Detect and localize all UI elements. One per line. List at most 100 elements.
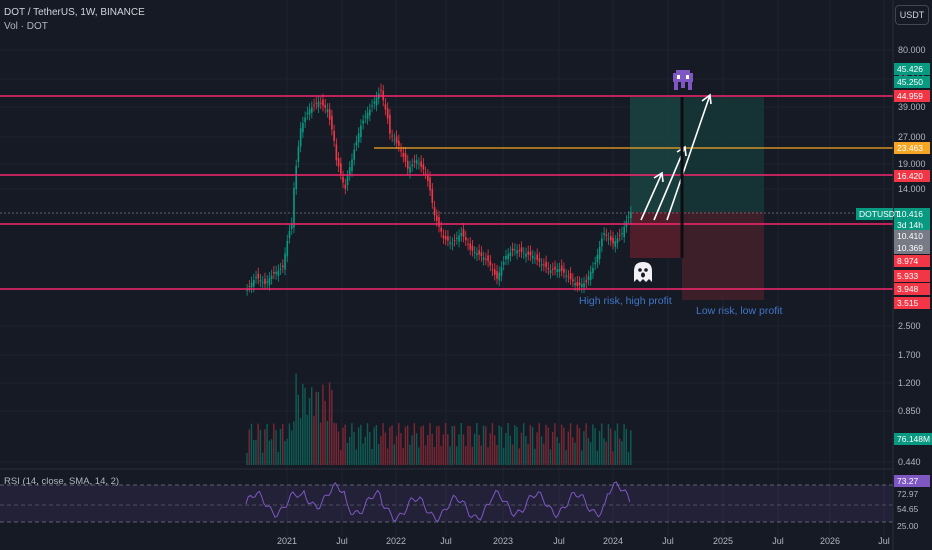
volume-bar: [264, 429, 266, 465]
volume-bar: [543, 443, 545, 465]
candle-body: [543, 264, 545, 266]
candle-body: [302, 122, 304, 133]
price-tick-label: 80.000: [898, 45, 926, 55]
support-resistance-lines[interactable]: [0, 95, 893, 290]
price-tick-label: 2.500: [898, 321, 921, 331]
candle-body: [630, 212, 632, 219]
price-tag: 3.515: [894, 297, 930, 309]
volume-bar: [440, 445, 442, 465]
volume-bar: [424, 445, 427, 465]
volume-bar: [598, 430, 601, 465]
volume-bar: [478, 434, 480, 465]
price-tick-label: 27.000: [898, 132, 926, 142]
price-tag: 45.250: [894, 76, 930, 88]
volume-bar: [409, 444, 411, 465]
candle-body: [306, 112, 309, 114]
rsi-lower-tag: 54.65: [897, 504, 919, 514]
time-tick-label: 2025: [713, 536, 733, 546]
volume-bar: [391, 425, 393, 465]
volume-bar: [596, 450, 599, 465]
candle-body: [560, 265, 563, 271]
candle-body: [431, 189, 434, 203]
candle-body: [576, 282, 579, 287]
candle-body: [284, 253, 286, 270]
currency-button[interactable]: USDT: [895, 5, 929, 25]
candle-body: [348, 167, 351, 176]
volume-bar: [252, 440, 255, 465]
volume-bar: [625, 428, 628, 465]
candle-body: [433, 207, 436, 216]
volume-bar: [360, 424, 362, 465]
candle-body: [505, 255, 507, 260]
candle-body: [351, 159, 353, 172]
candle-body: [429, 177, 431, 191]
volume-bar: [250, 423, 253, 465]
candle-body: [277, 270, 280, 276]
time-tick-label: Jul: [662, 536, 674, 546]
rsi-line: [245, 481, 631, 523]
time-tick-label: Jul: [336, 536, 348, 546]
volume-bar: [404, 426, 407, 465]
candle-body: [569, 273, 572, 280]
volume-bar: [567, 431, 570, 465]
volume-bar: [406, 425, 409, 465]
rsi-label[interactable]: RSI (14, close, SMA, 14, 2): [4, 476, 120, 487]
candle-body: [447, 236, 449, 241]
volume-bar: [587, 437, 590, 465]
volume-bar: [284, 441, 286, 465]
volume-bar: [464, 446, 467, 465]
candle-body: [522, 253, 525, 255]
volume-bar: [433, 446, 436, 465]
volume-bar: [311, 387, 313, 465]
candle-body: [380, 89, 382, 91]
volume-bar: [480, 445, 483, 465]
time-tick-label: 2023: [493, 536, 513, 546]
volume-bar: [248, 429, 250, 465]
time-axis[interactable]: 2021 Jul 2022 Jul 2023 Jul 2024 Jul 2025 Jul 2026 J…: [277, 536, 890, 546]
candle-body: [621, 233, 623, 235]
volume-bar: [522, 423, 525, 465]
volume-bar: [266, 423, 268, 465]
volume-label[interactable]: Vol · DOT: [4, 21, 48, 32]
volume-bar: [364, 436, 366, 465]
rsi-bottom-tag: 25.00: [897, 521, 919, 531]
volume-bar: [549, 449, 552, 465]
candle-body: [558, 268, 561, 272]
volume-bar: [351, 423, 353, 465]
candle-body: [460, 233, 463, 237]
candle-body: [525, 253, 527, 257]
candle-body: [404, 153, 407, 162]
volume-bar: [456, 446, 458, 465]
candle-body: [398, 140, 400, 146]
volume-bar: [427, 435, 429, 465]
annotation-high-risk: High risk, high profit: [579, 295, 672, 307]
price-tag: 44.959: [894, 90, 930, 102]
volume-bar: [277, 451, 279, 465]
candle-body: [406, 161, 409, 169]
candle-body: [319, 103, 322, 105]
candle-body: [509, 252, 512, 256]
candle-body: [623, 226, 626, 238]
volume-bar: [418, 447, 420, 465]
volume-bar: [453, 425, 456, 465]
candle-body: [264, 278, 266, 285]
candle-body: [360, 125, 362, 138]
price-tick-label: 0.440: [898, 457, 921, 467]
volume-bar: [415, 433, 418, 465]
volume-bar: [257, 423, 259, 465]
candle-body: [440, 227, 443, 232]
volume-bar: [313, 415, 315, 465]
volume-bar: [520, 432, 523, 465]
candle-body: [279, 268, 282, 270]
volume-bar: [259, 429, 262, 465]
candle-body: [464, 236, 467, 241]
candle-body: [556, 269, 559, 273]
volume-bar: [288, 423, 291, 465]
volume-bar: [609, 428, 612, 465]
candle-body: [616, 238, 619, 244]
symbol-title[interactable]: DOT / TetherUS, 1W, BINANCE: [4, 7, 145, 18]
volume-bar: [574, 442, 576, 465]
candle-body: [572, 279, 574, 282]
price-tick-label: 0.850: [898, 406, 921, 416]
